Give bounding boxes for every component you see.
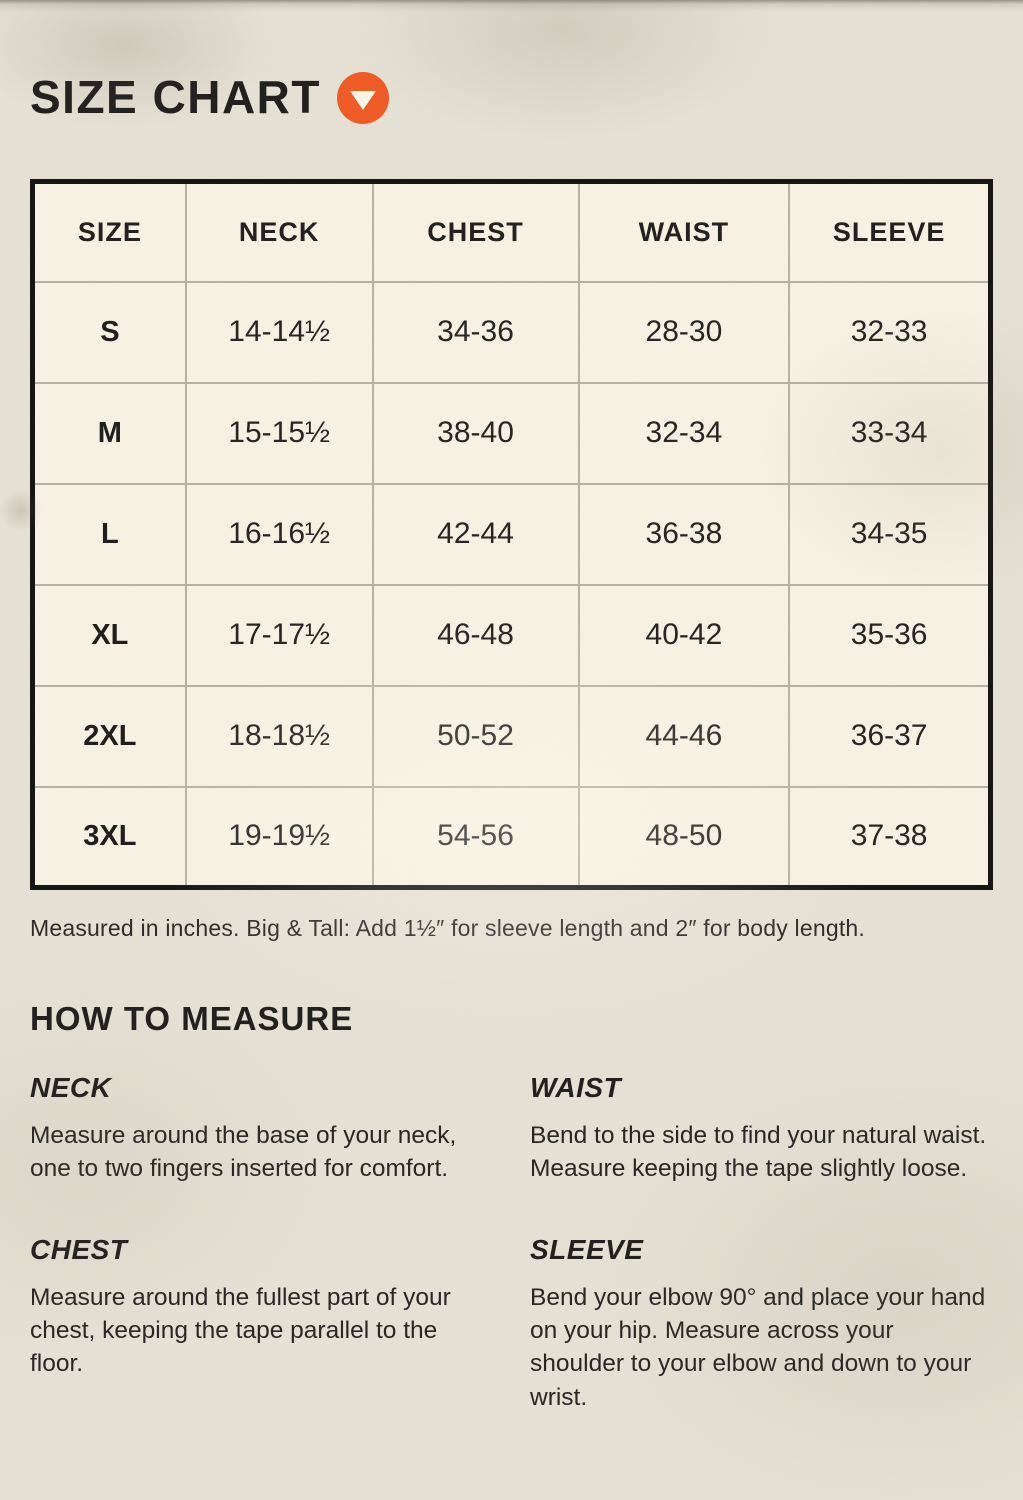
size-value: S [31,280,187,384]
title-row: SIZE CHART [30,70,993,124]
measure-label: CHEST [30,1233,128,1265]
measure-label: NECK [30,1072,112,1103]
measure-text: Measure around the base of your neck, on… [30,1122,457,1183]
how-to-measure-heading: HOW TO MEASURE [30,1000,354,1037]
column-header-chest: CHEST [371,180,580,283]
column-header-waist: WAIST [577,180,791,283]
size-table-body: S 14-14½ 34-36 28-30 32-33 M 15-15½ 38-4… [31,280,992,889]
column-header-size: SIZE [31,180,187,283]
measure-section-neck: NECK Measure around the base of your nec… [30,1072,493,1186]
chest-value: 50-52 [371,684,580,788]
page-title: SIZE CHART [30,71,321,123]
measure-section-waist: WAIST Bend to the side to find your natu… [530,1072,993,1186]
table-row-2xl: 2XL 18-18½ 50-52 44-46 36-37 [31,684,992,788]
measure-section-chest: CHEST Measure around the fullest part of… [30,1234,493,1414]
size-table-header: SIZE NECK CHEST WAIST SLEEVE [31,180,992,283]
measure-label: SLEEVE [530,1233,644,1265]
sleeve-value: 33-34 [788,381,992,485]
measure-text: Bend to the side to find your natural wa… [530,1122,987,1183]
neck-value: 16-16½ [184,482,374,586]
chest-value: 38-40 [371,381,580,485]
sleeve-value: 36-37 [788,684,992,788]
chest-value: 54-56 [371,785,580,889]
table-row-xl: XL 17-17½ 46-48 40-42 35-36 [31,583,992,687]
measure-text: Bend your elbow 90° and place your hand … [530,1283,986,1411]
chest-value: 46-48 [371,583,580,687]
neck-value: 14-14½ [184,280,374,384]
sleeve-value: 37-38 [788,785,992,889]
waist-value: 36-38 [577,482,791,586]
neck-value: 17-17½ [184,583,374,687]
size-value: XL [31,583,187,687]
measure-label: WAIST [530,1072,622,1103]
neck-value: 18-18½ [184,684,374,788]
down-triangle-glyph [350,90,376,110]
waist-value: 32-34 [577,381,791,485]
waist-value: 28-30 [577,280,791,384]
sleeve-value: 32-33 [788,280,992,384]
table-row-3xl: 3XL 19-19½ 54-56 48-50 37-38 [31,785,992,889]
header-row: SIZE NECK CHEST WAIST SLEEVE [31,180,992,283]
size-value: M [31,381,187,485]
neck-value: 15-15½ [184,381,374,485]
sleeve-value: 35-36 [788,583,992,687]
sleeve-value: 34-35 [788,482,992,586]
chest-value: 42-44 [371,482,580,586]
table-row-m: M 15-15½ 38-40 32-34 33-34 [31,381,992,485]
measure-text: Measure around the fullest part of your … [30,1283,451,1378]
neck-value: 19-19½ [184,785,374,889]
size-value: 2XL [31,684,187,788]
table-footnote: Measured in inches. Big & Tall: Add 1½″ … [30,915,866,941]
waist-value: 48-50 [577,785,791,889]
circle-down-triangle-icon [337,72,389,124]
size-value: 3XL [31,785,187,889]
measure-instructions-grid: NECK Measure around the base of your nec… [30,1072,993,1414]
size-value: L [31,482,187,586]
size-chart-page: SIZE CHART SIZE NECK CHEST WAIST SLEEVE … [30,70,993,1414]
table-row-l: L 16-16½ 42-44 36-38 34-35 [31,482,992,586]
table-row-s: S 14-14½ 34-36 28-30 32-33 [31,280,992,384]
chest-value: 34-36 [371,280,580,384]
column-header-neck: NECK [184,180,374,283]
waist-value: 44-46 [577,684,791,788]
measure-section-sleeve: SLEEVE Bend your elbow 90° and place you… [530,1234,993,1414]
column-header-sleeve: SLEEVE [788,180,992,283]
size-chart-table: SIZE NECK CHEST WAIST SLEEVE S 14-14½ 34… [30,179,993,890]
waist-value: 40-42 [577,583,791,687]
